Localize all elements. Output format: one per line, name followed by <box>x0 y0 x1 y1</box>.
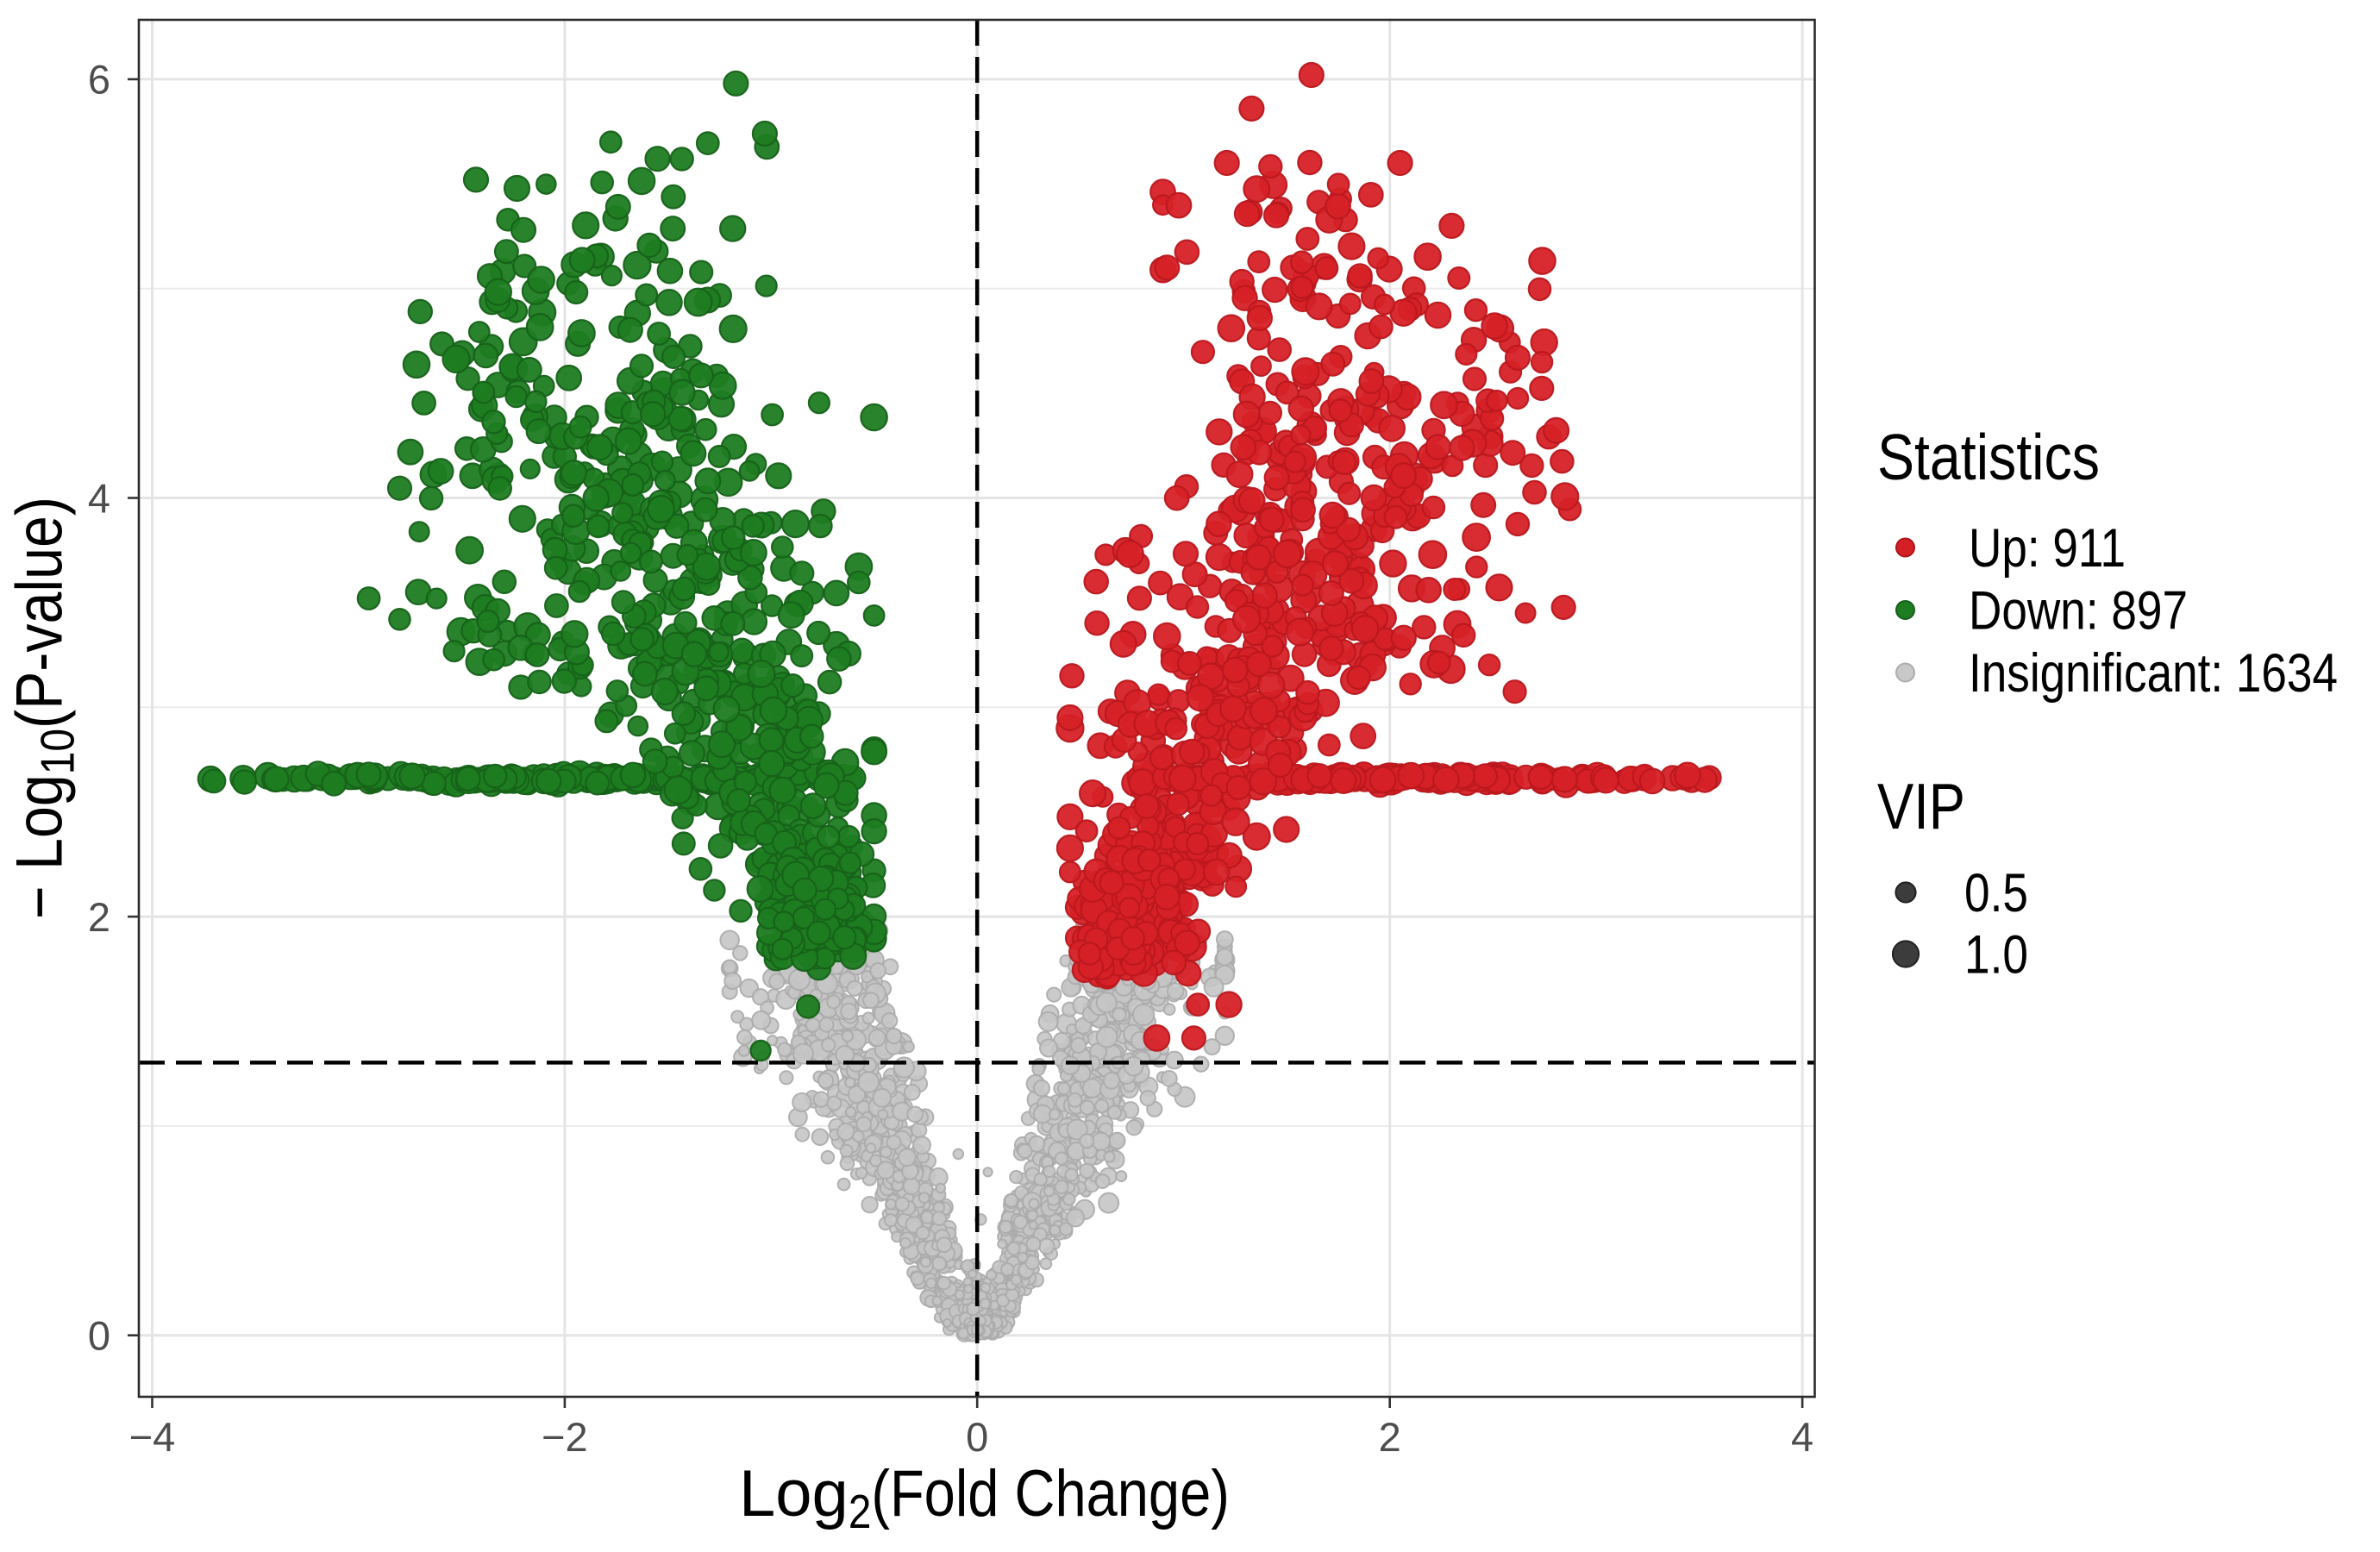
svg-text:Statistics: Statistics <box>1877 421 2100 493</box>
svg-text:4: 4 <box>1791 1414 1813 1460</box>
svg-text:−4: −4 <box>129 1414 176 1460</box>
svg-text:4: 4 <box>88 475 110 521</box>
svg-text:6: 6 <box>88 57 110 103</box>
svg-text:− Log10(P-value): − Log10(P-value) <box>3 497 85 919</box>
svg-text:0: 0 <box>966 1414 988 1460</box>
svg-text:0.5: 0.5 <box>1964 863 2028 923</box>
svg-text:0: 0 <box>88 1313 110 1359</box>
svg-text:2: 2 <box>88 894 110 940</box>
svg-text:Up: 911: Up: 911 <box>1969 518 2126 579</box>
svg-text:VIP: VIP <box>1877 770 1965 842</box>
svg-text:Down: 897: Down: 897 <box>1969 581 2188 641</box>
svg-text:1.0: 1.0 <box>1964 925 2028 986</box>
svg-text:−2: −2 <box>542 1414 588 1460</box>
svg-text:Insignificant: 1634: Insignificant: 1634 <box>1969 643 2338 704</box>
svg-text:2: 2 <box>1379 1414 1401 1460</box>
svg-text:Log2(Fold Change): Log2(Fold Change) <box>739 1457 1230 1538</box>
